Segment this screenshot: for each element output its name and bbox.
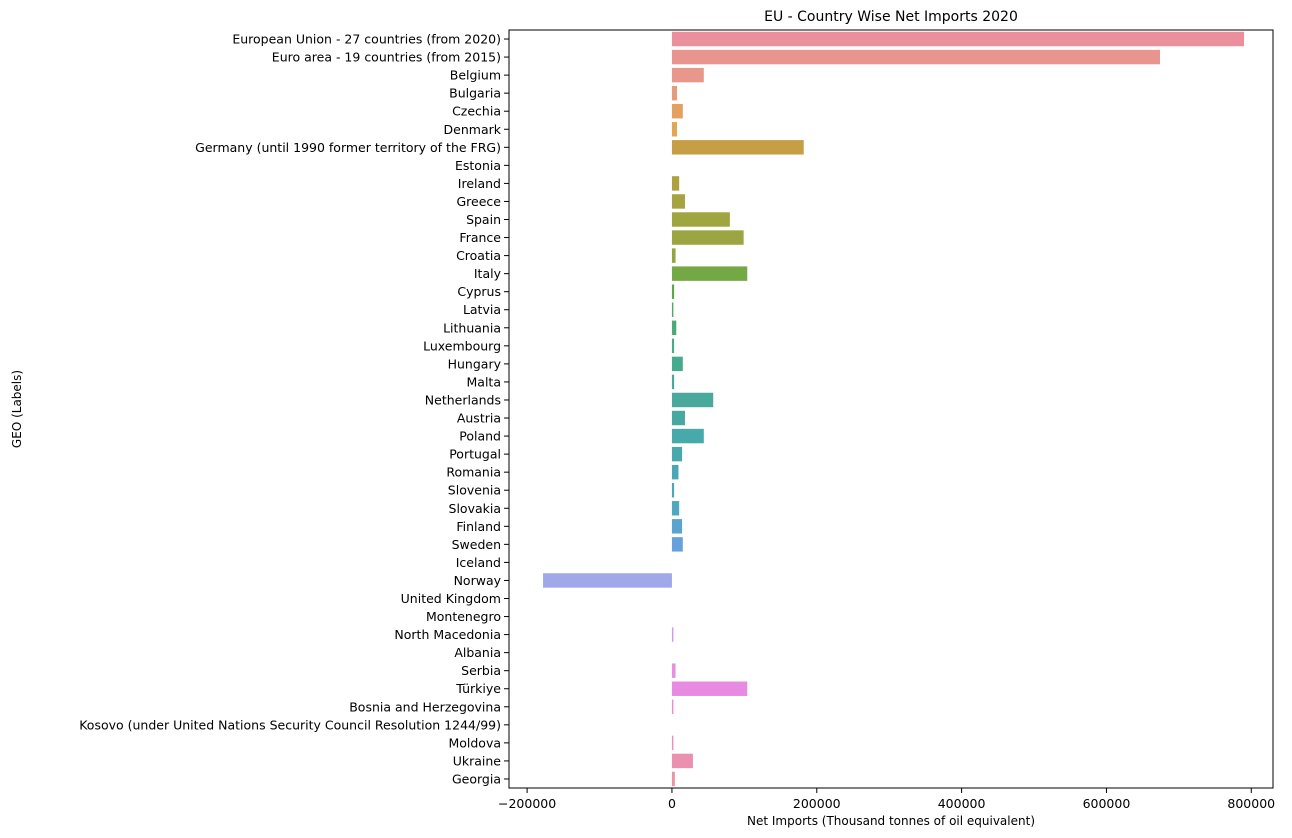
bar bbox=[671, 67, 704, 83]
bar bbox=[671, 771, 675, 787]
y-tick-label: Portugal bbox=[449, 447, 501, 462]
x-tick-label: 600000 bbox=[1083, 796, 1131, 811]
bar bbox=[671, 176, 680, 191]
y-tick-label: Italy bbox=[474, 266, 502, 281]
x-tick-label: 0 bbox=[668, 796, 676, 811]
bar bbox=[671, 140, 804, 155]
y-tick-label: Moldova bbox=[448, 735, 501, 750]
y-axis-label: GEO (Labels) bbox=[10, 370, 24, 448]
y-tick-label: Luxembourg bbox=[423, 338, 501, 353]
bar bbox=[671, 410, 685, 426]
y-tick-label: North Macedonia bbox=[394, 627, 501, 642]
bar bbox=[671, 320, 677, 336]
bar bbox=[671, 663, 676, 678]
y-tick-label: Malta bbox=[467, 374, 501, 389]
bar bbox=[671, 501, 680, 516]
y-tick-label: Austria bbox=[457, 411, 501, 426]
x-tick-label: 400000 bbox=[938, 796, 986, 811]
bar bbox=[671, 537, 683, 552]
y-tick-label: Cyprus bbox=[457, 284, 501, 299]
y-tick-label: Netherlands bbox=[425, 392, 501, 407]
x-tick-label: 200000 bbox=[793, 796, 841, 811]
bar bbox=[671, 194, 685, 209]
bar bbox=[671, 284, 675, 299]
bar bbox=[671, 49, 1161, 65]
y-tick-label: Hungary bbox=[448, 356, 502, 371]
y-tick-label: Czechia bbox=[452, 104, 501, 119]
bar bbox=[671, 31, 1245, 47]
bar bbox=[671, 428, 704, 444]
bar bbox=[671, 122, 678, 137]
bar bbox=[671, 374, 675, 390]
y-tick-label: European Union - 27 countries (from 2020… bbox=[232, 32, 501, 47]
y-tick-label: Ukraine bbox=[453, 753, 502, 768]
y-tick-label: Denmark bbox=[444, 122, 502, 137]
bar bbox=[671, 103, 683, 119]
y-tick-label: Croatia bbox=[456, 248, 501, 263]
y-tick-label: Türkiye bbox=[455, 681, 501, 696]
y-tick-label: Montenegro bbox=[426, 609, 501, 624]
bar bbox=[671, 681, 748, 696]
x-tick-label: 800000 bbox=[1227, 796, 1275, 811]
y-tick-label: Norway bbox=[454, 573, 502, 588]
y-tick-label: United Kingdom bbox=[401, 591, 501, 606]
y-tick-label: Lithuania bbox=[443, 320, 501, 335]
bars-group bbox=[543, 31, 1245, 787]
bar bbox=[671, 248, 676, 263]
bar bbox=[671, 392, 714, 408]
bar bbox=[671, 212, 730, 227]
y-tick-label: Kosovo (under United Nations Security Co… bbox=[79, 717, 501, 732]
y-tick-label: Estonia bbox=[455, 158, 501, 173]
y-tick-label: Euro area - 19 countries (from 2015) bbox=[272, 50, 501, 65]
y-tick-label: Spain bbox=[466, 212, 501, 227]
bar bbox=[671, 699, 674, 715]
y-tick-label: Slovenia bbox=[448, 483, 501, 498]
bar bbox=[543, 573, 672, 588]
bar bbox=[671, 464, 679, 480]
x-tick-labels: −200000 0 200000 400000 600000 800000 bbox=[498, 788, 1275, 811]
bar bbox=[671, 338, 675, 354]
x-axis-label: Net Imports (Thousand tonnes of oil equi… bbox=[747, 814, 1035, 828]
y-tick-labels: European Union - 27 countries (from 2020… bbox=[79, 32, 509, 786]
bar bbox=[671, 735, 674, 751]
bar bbox=[671, 753, 693, 769]
y-tick-label: Albania bbox=[454, 645, 501, 660]
y-tick-label: Bosnia and Herzegovina bbox=[349, 699, 501, 714]
bar bbox=[671, 85, 678, 101]
bar bbox=[671, 356, 683, 372]
y-tick-label: Iceland bbox=[456, 555, 501, 570]
y-tick-label: Belgium bbox=[450, 68, 501, 83]
bar bbox=[671, 627, 674, 642]
y-tick-label: Georgia bbox=[452, 771, 501, 786]
y-tick-label: Finland bbox=[456, 519, 501, 534]
x-tick-label: −200000 bbox=[498, 796, 556, 811]
y-tick-label: Ireland bbox=[458, 176, 501, 191]
bar bbox=[671, 302, 674, 317]
y-tick-label: Latvia bbox=[463, 302, 501, 317]
y-tick-label: Serbia bbox=[461, 663, 501, 678]
bar bbox=[671, 446, 683, 462]
y-tick-label: Germany (until 1990 former territory of … bbox=[195, 140, 501, 155]
plot-frame bbox=[508, 29, 1274, 789]
bar bbox=[671, 266, 748, 281]
bar bbox=[671, 519, 683, 534]
y-tick-label: Bulgaria bbox=[449, 86, 501, 101]
y-tick-label: France bbox=[459, 230, 501, 245]
bar bbox=[671, 230, 744, 245]
y-tick-label: Romania bbox=[446, 465, 501, 480]
chart-title: EU - Country Wise Net Imports 2020 bbox=[764, 9, 1018, 25]
y-tick-label: Greece bbox=[457, 194, 502, 209]
y-tick-label: Slovakia bbox=[449, 501, 501, 516]
bar bbox=[671, 482, 675, 498]
y-tick-label: Sweden bbox=[452, 537, 501, 552]
y-tick-label: Poland bbox=[459, 429, 501, 444]
